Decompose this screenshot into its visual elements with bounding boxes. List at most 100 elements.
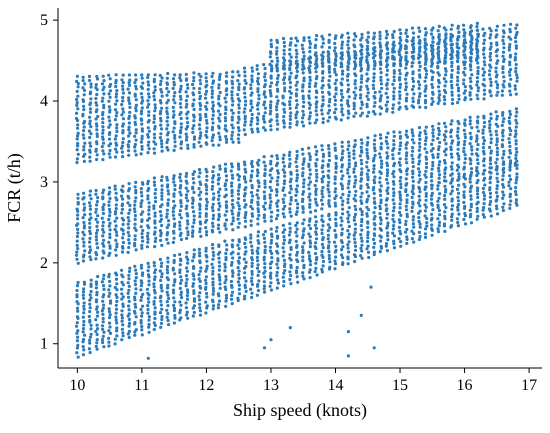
data-point	[455, 53, 459, 57]
data-point	[405, 151, 409, 155]
data-point	[178, 190, 182, 194]
data-point	[250, 198, 254, 202]
data-point	[230, 293, 234, 298]
data-point	[326, 111, 330, 115]
data-point	[184, 186, 188, 190]
data-point	[108, 131, 112, 135]
data-point	[268, 112, 272, 116]
data-point	[300, 120, 304, 124]
data-point	[231, 86, 235, 90]
data-point	[146, 269, 150, 273]
data-point	[237, 106, 241, 110]
data-point	[242, 198, 247, 202]
data-point	[153, 214, 157, 218]
data-point	[333, 36, 337, 41]
data-point	[81, 133, 85, 137]
data-point	[173, 183, 177, 187]
data-point	[339, 216, 343, 220]
data-point	[373, 181, 377, 185]
data-point	[469, 80, 473, 84]
data-point	[417, 237, 421, 242]
data-point	[160, 317, 164, 322]
data-point	[159, 178, 164, 182]
data-point	[198, 180, 202, 184]
data-point	[173, 316, 177, 320]
data-point	[89, 282, 93, 286]
data-point	[166, 271, 170, 275]
data-point	[205, 107, 209, 111]
data-point	[101, 316, 105, 321]
data-point	[121, 95, 125, 100]
data-point	[81, 259, 86, 263]
data-point	[75, 339, 79, 343]
data-point	[256, 130, 260, 134]
data-point	[256, 127, 260, 131]
data-point	[386, 78, 390, 82]
data-point	[379, 239, 383, 243]
data-point	[186, 189, 190, 193]
data-point	[269, 162, 273, 166]
data-point	[95, 103, 99, 107]
data-point	[230, 162, 234, 166]
data-point	[75, 97, 79, 102]
data-point	[295, 258, 299, 262]
data-point	[191, 82, 195, 87]
data-point	[469, 221, 474, 225]
data-point	[152, 117, 156, 121]
data-point	[179, 316, 183, 320]
data-point	[392, 69, 396, 73]
data-point	[354, 34, 358, 38]
data-point	[236, 217, 240, 221]
data-point	[146, 105, 150, 109]
data-point	[173, 253, 177, 258]
data-point	[230, 269, 235, 273]
data-point	[333, 262, 338, 266]
data-point	[392, 182, 396, 186]
data-point	[309, 226, 313, 231]
data-point	[418, 222, 422, 226]
data-point	[192, 299, 196, 303]
data-point	[404, 105, 408, 109]
data-point	[378, 67, 383, 71]
data-point	[294, 160, 298, 164]
data-point	[244, 170, 248, 174]
data-point	[139, 109, 144, 113]
data-point	[431, 40, 435, 44]
data-point	[340, 156, 344, 160]
data-point	[216, 223, 221, 227]
data-point	[424, 192, 428, 196]
data-point	[463, 153, 467, 157]
data-point	[339, 65, 343, 69]
data-point	[327, 244, 331, 248]
data-point	[94, 192, 98, 196]
data-point	[398, 210, 402, 215]
data-point	[256, 171, 260, 175]
data-point	[281, 188, 285, 192]
data-point	[391, 43, 395, 47]
data-point	[320, 53, 324, 57]
data-point	[507, 45, 511, 49]
data-point	[391, 187, 396, 191]
data-point	[399, 186, 403, 190]
data-point	[133, 264, 137, 268]
data-point	[346, 354, 350, 358]
data-point	[82, 244, 86, 248]
data-point	[113, 137, 117, 141]
data-point	[256, 207, 260, 211]
data-point	[281, 275, 285, 279]
data-point	[429, 69, 433, 73]
data-point	[423, 203, 427, 207]
data-point	[134, 228, 138, 232]
data-point	[75, 148, 79, 152]
data-point	[120, 103, 124, 107]
data-point	[437, 24, 441, 28]
data-point	[276, 169, 280, 173]
data-point	[255, 168, 260, 172]
data-point	[96, 274, 100, 279]
data-point	[237, 167, 241, 171]
data-point	[230, 209, 234, 213]
data-point	[430, 179, 434, 183]
data-point	[236, 137, 240, 141]
data-point	[347, 232, 351, 236]
data-point	[160, 307, 164, 311]
